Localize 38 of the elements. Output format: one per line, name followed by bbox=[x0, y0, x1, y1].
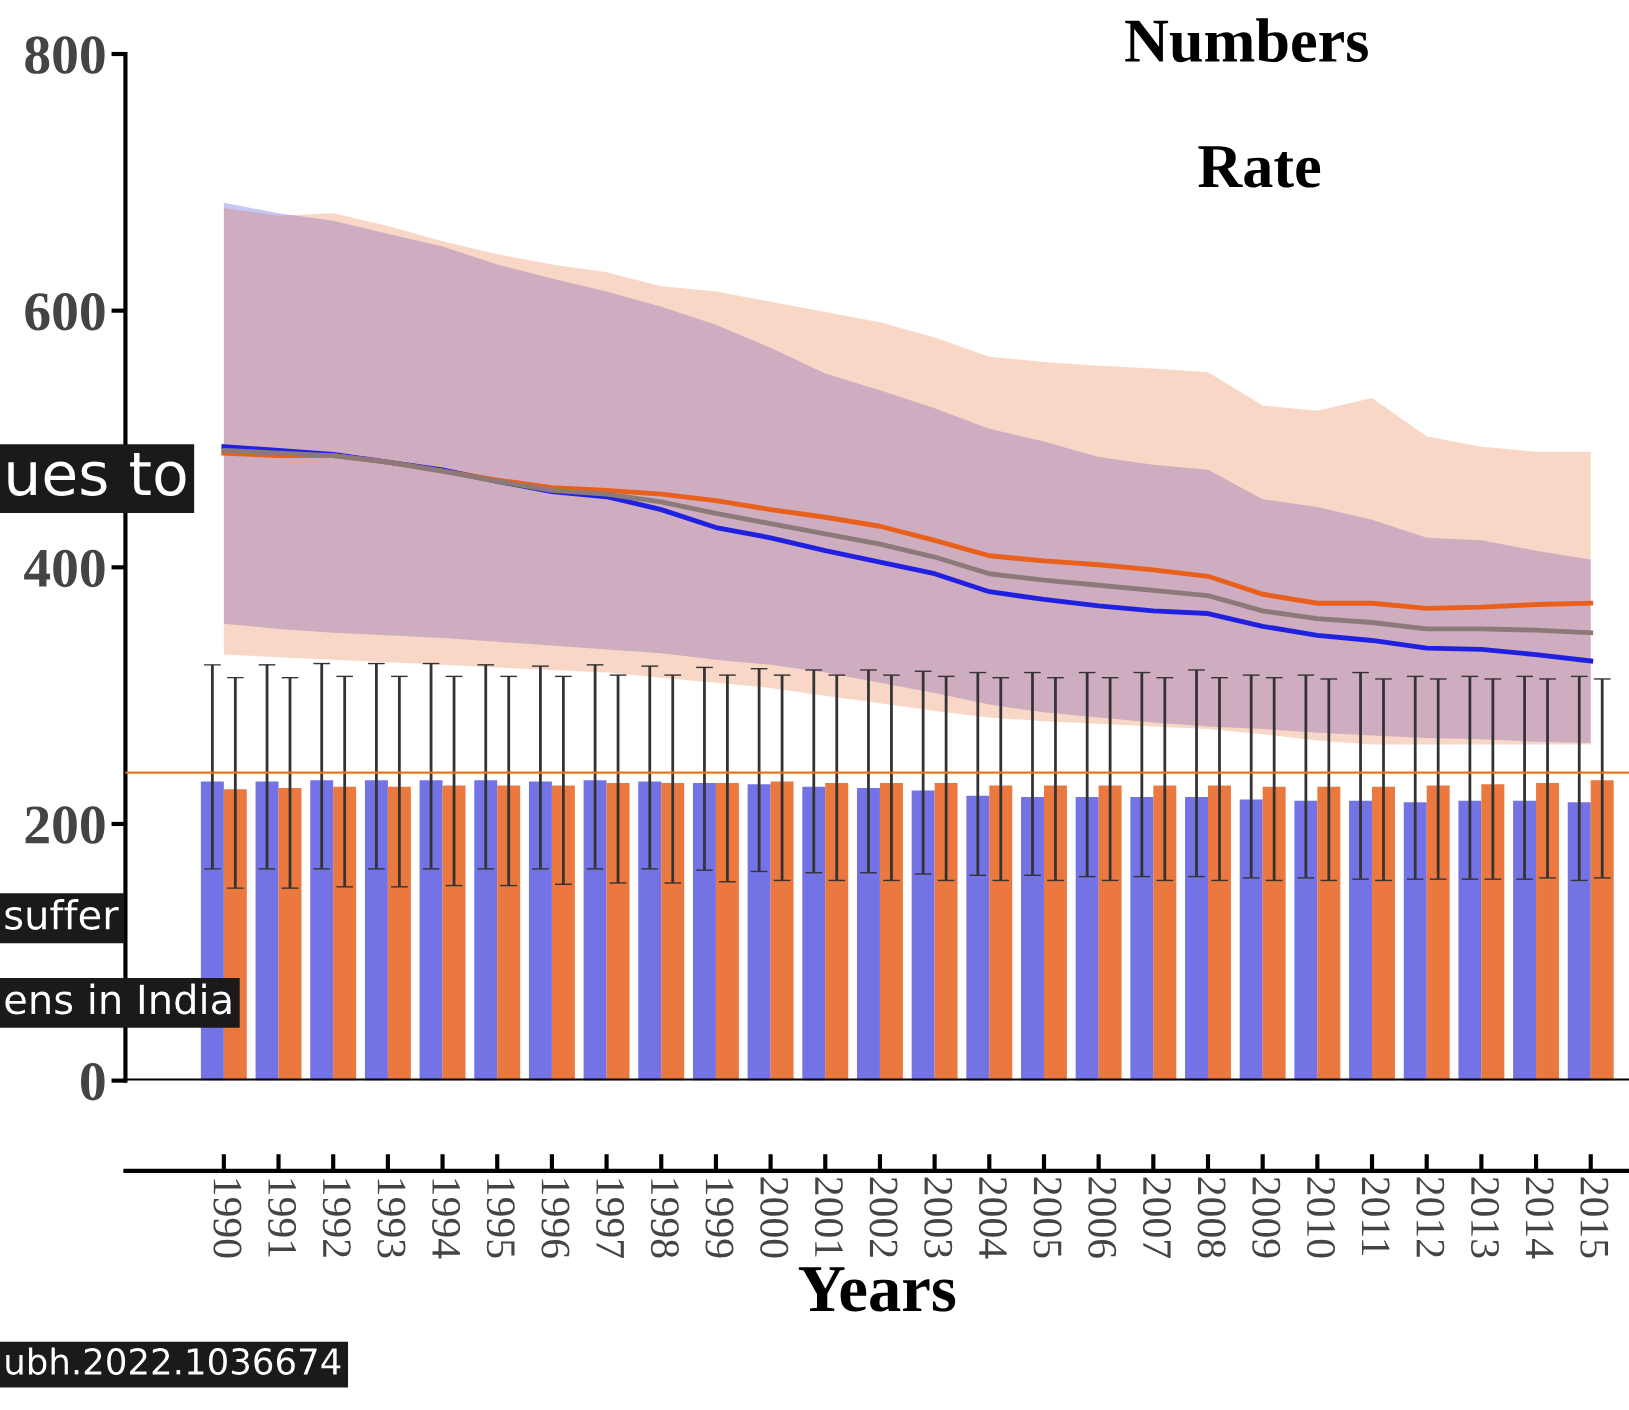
x-tick-label: 2008 bbox=[1197, 1177, 1226, 1258]
x-axis-title: Years bbox=[798, 1267, 956, 1312]
y-tick-label: 800 bbox=[25, 36, 105, 74]
x-tick-label: 2003 bbox=[924, 1177, 953, 1258]
annotation: Rate bbox=[1198, 146, 1321, 188]
y-tick-label: 600 bbox=[25, 292, 105, 331]
y-tick-label: 200 bbox=[25, 806, 105, 844]
x-tick-label: 2014 bbox=[1525, 1177, 1554, 1259]
x-tick-label: 2015 bbox=[1580, 1177, 1609, 1258]
x-tick-label: 1996 bbox=[541, 1179, 570, 1258]
x-tick-label: 1997 bbox=[596, 1179, 625, 1258]
x-tick-label: 2009 bbox=[1252, 1177, 1281, 1258]
x-tick-label: 2006 bbox=[1088, 1177, 1117, 1258]
x-tick-label: 2000 bbox=[760, 1177, 789, 1258]
x-tick-label: 1998 bbox=[650, 1179, 679, 1258]
x-tick-label: 2012 bbox=[1416, 1177, 1445, 1257]
text: suffer bbox=[5, 898, 119, 930]
annotation: ens in India bbox=[5, 983, 231, 1015]
x-tick-label: 1993 bbox=[377, 1179, 406, 1258]
x-tick-label: 2004 bbox=[978, 1177, 1007, 1259]
x-tick-label: 1991 bbox=[268, 1179, 297, 1257]
y-tick-label: 0 bbox=[81, 1062, 105, 1101]
text: ubh.2022.1036674 bbox=[6, 1347, 341, 1375]
x-tick-label: 1992 bbox=[322, 1179, 351, 1257]
text: ues to bbox=[8, 452, 186, 496]
x-tick-label: 2011 bbox=[1361, 1177, 1390, 1256]
x-tick-label: 2010 bbox=[1306, 1177, 1336, 1258]
annotation: Numbers bbox=[1125, 18, 1368, 63]
x-tick-label: 2002 bbox=[869, 1177, 898, 1257]
x-tick-label: 1994 bbox=[432, 1179, 461, 1259]
x-tick-label: 1990 bbox=[213, 1179, 242, 1258]
x-tick-label: 2013 bbox=[1470, 1177, 1500, 1258]
x-tick-label: 2007 bbox=[1142, 1177, 1172, 1258]
x-tick-label: 2001 bbox=[814, 1177, 843, 1257]
y-tick-label: 400 bbox=[24, 549, 105, 588]
x-tick-label: 1999 bbox=[705, 1179, 734, 1258]
x-tick-label: 2005 bbox=[1033, 1177, 1062, 1258]
x-tick-label: 1995 bbox=[486, 1179, 515, 1258]
